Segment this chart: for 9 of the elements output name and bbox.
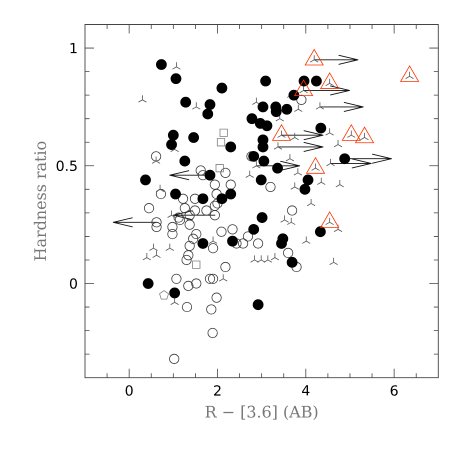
y-tick-label: 0 (70, 278, 77, 289)
x-tick-label: 2 (214, 385, 221, 396)
x-tick-label: 6 (390, 385, 398, 396)
x-tick-label: 0 (126, 385, 133, 396)
x-axis-title: R − [3.6] (AB) (206, 405, 318, 420)
y-tick-label: 0.5 (56, 160, 77, 172)
x-tick-label: 4 (302, 385, 310, 396)
y-axis-title: Hardness ratio (34, 142, 46, 261)
y-tick-label: 1 (70, 42, 77, 54)
